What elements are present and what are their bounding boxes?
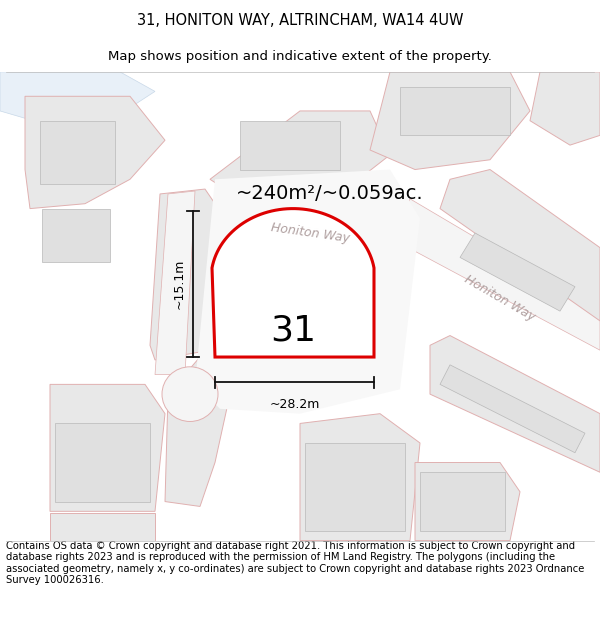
Polygon shape	[370, 72, 530, 169]
Polygon shape	[420, 472, 505, 531]
Circle shape	[162, 367, 218, 421]
Polygon shape	[50, 384, 165, 511]
Polygon shape	[25, 96, 165, 209]
Text: Contains OS data © Crown copyright and database right 2021. This information is : Contains OS data © Crown copyright and d…	[6, 541, 584, 586]
Polygon shape	[55, 424, 150, 501]
Polygon shape	[50, 513, 155, 541]
Polygon shape	[305, 443, 405, 531]
Polygon shape	[530, 72, 600, 145]
Text: 31, HONITON WAY, ALTRINCHAM, WA14 4UW: 31, HONITON WAY, ALTRINCHAM, WA14 4UW	[137, 12, 463, 28]
Polygon shape	[195, 169, 420, 414]
Polygon shape	[240, 121, 340, 169]
Polygon shape	[210, 111, 390, 199]
Polygon shape	[440, 169, 600, 321]
Polygon shape	[460, 233, 575, 311]
Text: ~28.2m: ~28.2m	[269, 398, 320, 411]
Polygon shape	[42, 209, 110, 262]
Polygon shape	[390, 199, 600, 350]
Polygon shape	[165, 345, 240, 506]
Text: ~240m²/~0.059ac.: ~240m²/~0.059ac.	[236, 184, 424, 204]
Polygon shape	[440, 365, 585, 452]
Polygon shape	[40, 121, 115, 184]
Polygon shape	[430, 336, 600, 472]
Text: Honiton Way: Honiton Way	[463, 273, 538, 324]
Text: 31: 31	[270, 314, 316, 348]
Text: Map shows position and indicative extent of the property.: Map shows position and indicative extent…	[108, 49, 492, 62]
Text: Honiton Way: Honiton Way	[270, 221, 350, 245]
Polygon shape	[300, 414, 420, 541]
Polygon shape	[212, 209, 374, 357]
Polygon shape	[415, 462, 520, 541]
Polygon shape	[0, 72, 155, 126]
Polygon shape	[150, 189, 215, 360]
Polygon shape	[155, 191, 195, 374]
Text: ~15.1m: ~15.1m	[173, 259, 185, 309]
Polygon shape	[400, 86, 510, 136]
